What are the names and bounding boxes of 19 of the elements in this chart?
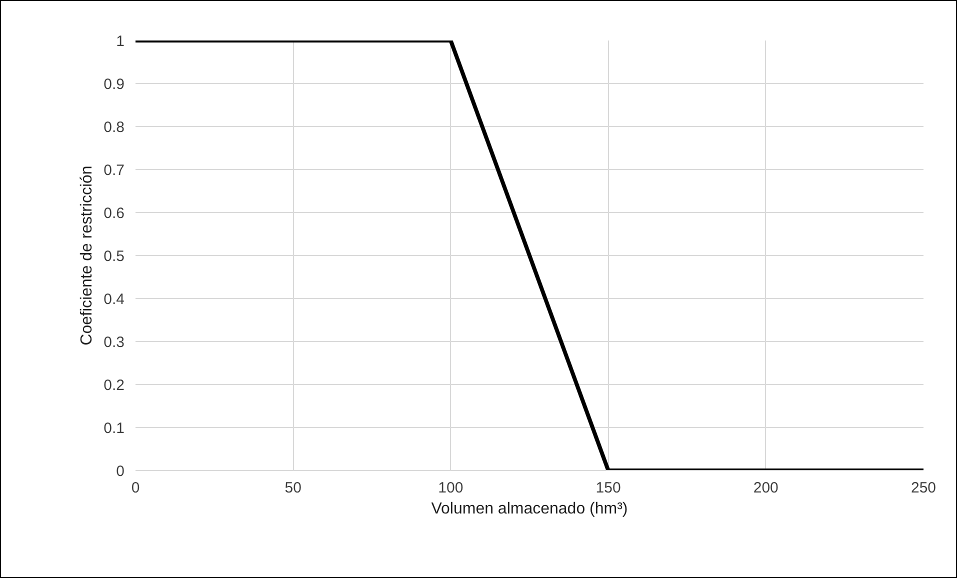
x-axis-title: Volumen almacenado (hm³) [431, 500, 628, 518]
y-tick-label: 0.8 [104, 119, 125, 136]
x-tick-label: 200 [753, 480, 778, 496]
y-tick-label: 0.6 [104, 205, 125, 222]
y-tick-label: 0.9 [104, 76, 125, 93]
x-tick-label: 100 [438, 480, 464, 496]
y-tick-label: 0.3 [104, 334, 125, 351]
y-tick-label: 0.5 [104, 248, 125, 265]
x-tick-label: 150 [596, 480, 621, 496]
y-axis-title: Coeficiente de restricción [78, 166, 96, 346]
y-tick-label: 0.4 [104, 291, 125, 308]
y-tick-label: 0.1 [104, 420, 125, 437]
y-tick-label: 0.2 [104, 377, 125, 394]
y-tick-label: 0 [116, 463, 124, 480]
y-tick-label: 0.7 [104, 162, 125, 179]
y-tick-label: 1 [116, 33, 124, 50]
x-tick-label: 50 [284, 480, 302, 496]
x-tick-label: 0 [131, 480, 140, 496]
x-tick-label: 250 [910, 480, 936, 496]
